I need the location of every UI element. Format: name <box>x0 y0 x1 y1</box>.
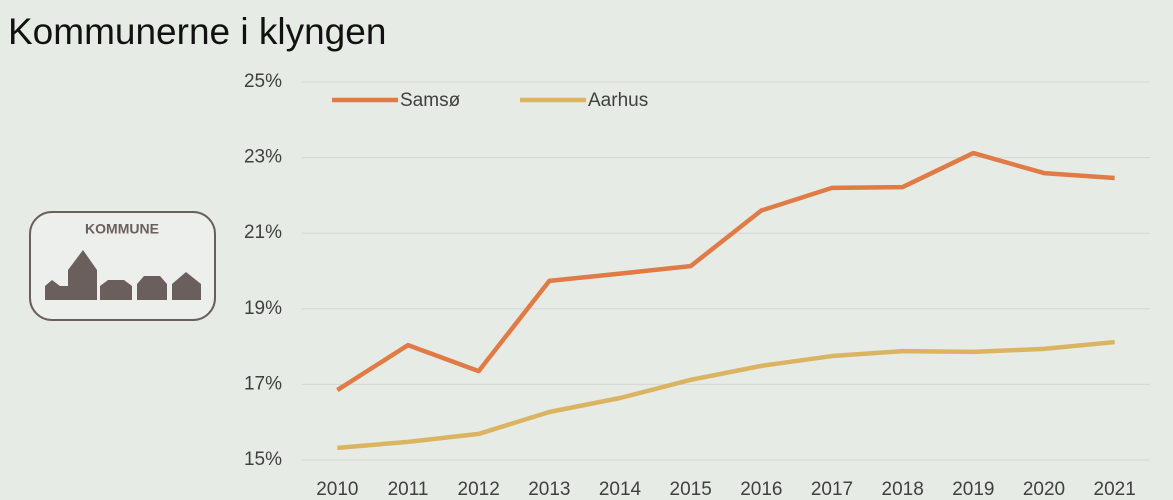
line-series <box>337 339 1115 451</box>
x-tick-label: 2020 <box>1023 479 1065 500</box>
x-tick-label: 2010 <box>316 479 358 500</box>
x-tick-label: 2015 <box>670 479 712 500</box>
x-tick-label: 2013 <box>528 479 570 500</box>
x-tick-label: 2014 <box>599 479 642 500</box>
line-series <box>336 150 1115 392</box>
logo: KOMMUNE <box>29 211 216 321</box>
y-tick-label: 19% <box>244 298 282 319</box>
y-tick-label: 21% <box>244 222 282 243</box>
x-tick-label: 2012 <box>458 479 500 500</box>
chart-title: Kommunerne i klyngen <box>8 11 386 52</box>
y-tick-label: 15% <box>244 449 282 470</box>
x-tick-label: 2016 <box>740 479 782 500</box>
x-tick-label: 2017 <box>811 479 853 500</box>
x-tick-label: 2011 <box>388 479 429 500</box>
legend-label: Aarhus <box>588 90 648 111</box>
y-tick-label: 23% <box>244 147 282 168</box>
y-tick-label: 25% <box>244 71 282 92</box>
x-tick-label: 2019 <box>952 479 994 500</box>
logo-text: KOMMUNE <box>85 221 159 237</box>
y-tick-label: 17% <box>244 373 282 394</box>
legend-label: Samsø <box>400 90 461 111</box>
x-tick-label: 2021 <box>1094 479 1136 500</box>
x-tick-label: 2018 <box>882 479 924 500</box>
